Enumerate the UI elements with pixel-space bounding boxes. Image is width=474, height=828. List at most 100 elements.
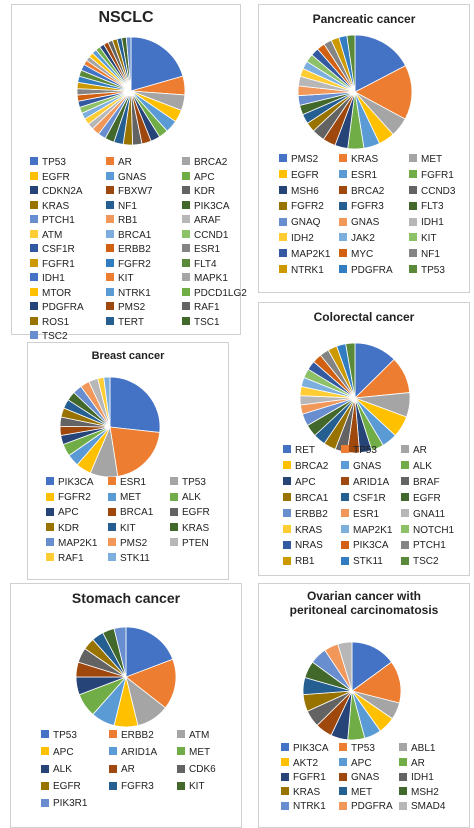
legend-item-ccnd1: CCND1: [182, 230, 228, 242]
legend-swatch: [339, 801, 347, 810]
legend-label: ESR1: [120, 477, 147, 488]
legend-swatch: [182, 244, 190, 253]
legend-swatch: [106, 302, 114, 311]
chart-title: Ovarian cancer with peritoneal carcinoma…: [289, 589, 439, 617]
legend-swatch: [401, 493, 409, 502]
legend-item-met: MET: [177, 747, 210, 759]
legend-swatch: [170, 538, 178, 547]
legend-label: TP53: [421, 264, 445, 276]
legend-label: TP53: [351, 743, 375, 754]
legend-item-fgfr2: FGFR2: [106, 259, 151, 271]
legend-swatch: [401, 508, 409, 517]
legend-swatch: [108, 507, 116, 516]
legend-item-fgfr2: FGFR2: [279, 201, 324, 213]
legend-swatch: [279, 217, 287, 226]
legend-item-tsc2: TSC2: [401, 556, 439, 568]
legend-label: CCND1: [194, 229, 229, 241]
legend-swatch: [281, 787, 289, 796]
legend-item-egfr: EGFR: [279, 170, 319, 182]
legend-swatch: [108, 477, 116, 486]
legend-label: BRAF: [413, 476, 440, 488]
legend-label: NTRK1: [291, 264, 324, 276]
legend-label: CCND3: [421, 185, 456, 197]
legend-swatch: [109, 730, 117, 739]
legend-item-atm: ATM: [30, 230, 62, 242]
legend-item-pms2: PMS2: [279, 154, 318, 166]
legend-label: APC: [53, 747, 74, 759]
legend-swatch: [339, 233, 347, 242]
legend-swatch: [281, 757, 289, 766]
legend-swatch: [106, 273, 114, 282]
legend-label: FGFR3: [351, 201, 384, 213]
legend-item-gnas: GNAS: [341, 461, 381, 473]
legend-item-ros1: ROS1: [30, 317, 69, 329]
legend-item-tp53: TP53: [339, 743, 375, 755]
legend-swatch: [409, 170, 417, 179]
legend-swatch: [401, 477, 409, 486]
pie-slice-erbb2: [125, 658, 177, 709]
legend-swatch: [279, 264, 287, 273]
chart-panel-nsclc: NSCLC TP53 AR BRCA2 EGFR GNAS APC CDKN2A FBXW7 KD…: [11, 4, 247, 342]
legend-item-myc: MYC: [339, 249, 373, 261]
legend-item-ar: AR: [106, 157, 132, 169]
legend-item-esr1: ESR1: [108, 477, 146, 489]
legend-swatch: [283, 461, 291, 470]
legend-label: KRAS: [182, 522, 210, 534]
legend-label: ALK: [53, 764, 72, 776]
legend-item-gna11: GNA11: [401, 509, 445, 521]
chart-title: Breast cancer: [91, 350, 165, 362]
legend-swatch: [30, 316, 38, 325]
legend-item-gnaq: GNAQ: [279, 217, 320, 229]
chart-title: Pancreatic cancer: [312, 12, 416, 26]
legend-item-fbxw7: FBXW7: [106, 186, 152, 198]
legend-label: STK11: [353, 556, 383, 568]
legend-label: ERBB2: [295, 508, 328, 520]
legend-swatch: [46, 538, 54, 547]
legend-item-raf1: RAF1: [182, 302, 220, 314]
legend-item-raf1: RAF1: [46, 553, 84, 565]
legend-label: MYC: [351, 248, 374, 260]
legend-swatch: [106, 258, 114, 267]
legend-label: RAF1: [58, 553, 84, 564]
legend-item-idh1: IDH1: [409, 217, 444, 229]
legend-item-rb1: RB1: [283, 556, 314, 568]
legend-item-brca1: BRCA1: [283, 493, 328, 505]
legend-item-kdr: KDR: [182, 186, 215, 198]
legend-item-ptch1: PTCH1: [30, 215, 75, 227]
legend-label: BRCA2: [351, 185, 385, 197]
legend-item-brca2: BRCA2: [283, 461, 328, 473]
legend-swatch: [281, 801, 289, 810]
legend-item-map2k1: MAP2K1: [46, 538, 97, 550]
legend-label: EGFR: [42, 171, 70, 183]
chart-panel-stomach-cancer: Stomach cancer TP53 ERBB2 ATM APC ARID1A MET AL…: [10, 583, 242, 828]
legend-swatch: [409, 217, 417, 226]
legend-item-stk11: STK11: [108, 553, 150, 565]
legend-label: EGFR: [291, 169, 319, 181]
legend-label: TP53: [353, 445, 377, 456]
legend-item-pik3ca: PIK3CA: [341, 540, 389, 552]
legend-item-erbb2: ERBB2: [283, 509, 328, 521]
legend-item-jak2: JAK2: [339, 233, 375, 245]
legend-swatch: [170, 507, 178, 516]
legend-item-mapk1: MAPK1: [182, 273, 228, 285]
legend-item-met: MET: [108, 492, 141, 504]
legend-label: CSF1R: [353, 492, 386, 504]
legend-label: EGFR: [182, 507, 210, 519]
legend-swatch: [279, 170, 287, 179]
legend-label: PIK3CA: [293, 743, 329, 754]
legend-item-rb1: RB1: [106, 215, 137, 227]
legend-swatch: [177, 747, 185, 756]
legend-label: PDGFRA: [351, 264, 393, 276]
legend-item-idh1: IDH1: [30, 273, 65, 285]
legend-swatch: [399, 772, 407, 781]
legend-swatch: [283, 524, 291, 533]
legend-label: CSF1R: [42, 244, 75, 255]
legend-swatch: [341, 477, 349, 486]
legend-item-kras: KRAS: [30, 201, 69, 213]
legend-swatch: [401, 556, 409, 565]
legend-swatch: [109, 764, 117, 773]
legend-item-kras: KRAS: [170, 523, 209, 535]
legend-item-csf1r: CSF1R: [341, 493, 386, 505]
legend-item-egfr: EGFR: [30, 172, 70, 184]
legend-swatch: [339, 249, 347, 258]
